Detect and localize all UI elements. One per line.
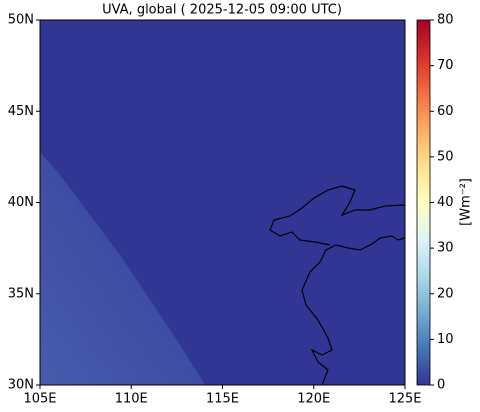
colorbar-label: [Wm⁻²] xyxy=(459,178,474,226)
colorbar xyxy=(416,19,431,386)
colorbar-tick-label: 50 xyxy=(437,149,454,164)
colorbar-tick-label: 80 xyxy=(437,13,454,28)
y-tick-label: 50N xyxy=(8,13,34,28)
colorbar-tick-label: 70 xyxy=(437,58,454,73)
field-region xyxy=(40,152,205,385)
y-tick-label: 35N xyxy=(8,286,34,301)
x-tick-label: 115E xyxy=(206,392,239,407)
colorbar-tick-label: 20 xyxy=(437,286,454,301)
x-tick-label: 120E xyxy=(297,392,330,407)
coastline xyxy=(269,185,406,386)
x-tick-label: 105E xyxy=(23,392,56,407)
y-tick-label: 40N xyxy=(8,195,34,210)
y-tick-label: 30N xyxy=(8,378,34,393)
colorbar-tick-label: 30 xyxy=(437,241,454,256)
colorbar-tick-label: 40 xyxy=(437,195,454,210)
x-tick-label: 110E xyxy=(115,392,148,407)
colorbar-tick-label: 0 xyxy=(437,378,445,393)
y-tick-label: 45N xyxy=(8,104,34,119)
x-tick-label: 125E xyxy=(388,392,421,407)
colorbar-tick-label: 60 xyxy=(437,104,454,119)
colorbar-tick-label: 10 xyxy=(437,332,454,347)
chart-title: UVA, global ( 2025-12-05 09:00 UTC) xyxy=(102,3,342,18)
